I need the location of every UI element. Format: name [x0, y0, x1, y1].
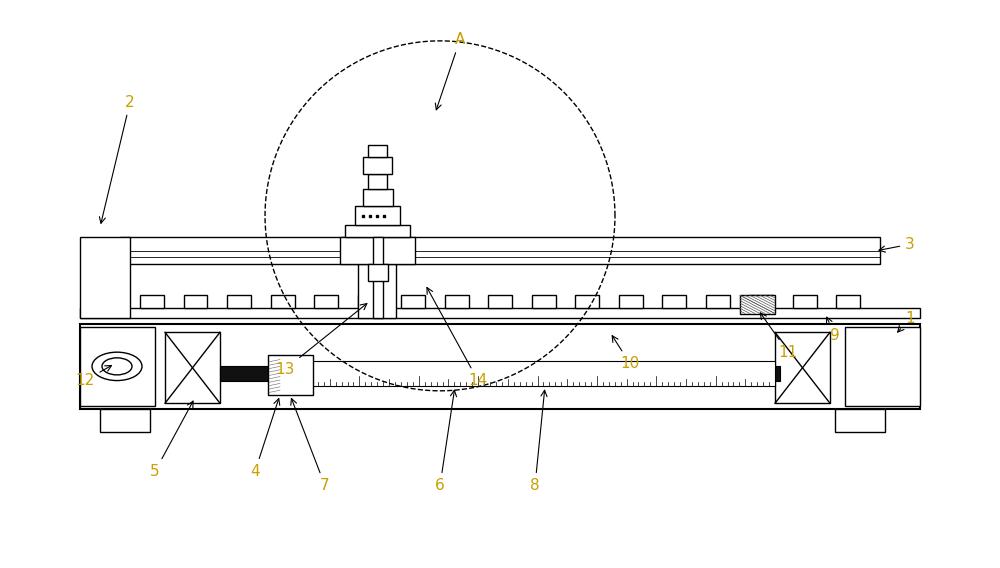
Bar [749, 295, 773, 308]
Bar [836, 295, 860, 308]
Bar [120, 237, 880, 264]
Bar [662, 295, 686, 308]
Bar [740, 295, 775, 314]
Bar [363, 157, 392, 174]
Text: 7: 7 [291, 399, 330, 493]
Bar [706, 295, 730, 308]
Bar [314, 295, 338, 308]
Bar [345, 225, 410, 237]
Text: 11: 11 [760, 313, 798, 360]
Bar [355, 206, 400, 225]
Bar [575, 295, 599, 308]
Bar [445, 295, 469, 308]
Text: 9: 9 [826, 317, 840, 343]
Bar [100, 409, 150, 432]
Text: 12: 12 [75, 365, 112, 388]
Bar [300, 361, 775, 386]
Text: 10: 10 [612, 336, 640, 371]
Bar [165, 332, 220, 403]
Text: 1: 1 [898, 311, 915, 332]
Bar [271, 295, 295, 308]
Bar [368, 264, 388, 281]
Text: 14: 14 [427, 287, 488, 388]
Bar [80, 327, 155, 406]
Bar [775, 332, 830, 403]
Bar [619, 295, 643, 308]
Bar [358, 295, 382, 308]
Text: 4: 4 [250, 399, 280, 479]
Text: 6: 6 [435, 390, 457, 493]
Bar [227, 295, 251, 308]
Bar [80, 308, 920, 318]
Bar [358, 264, 396, 318]
Text: 13: 13 [275, 303, 367, 377]
Bar [793, 295, 817, 308]
Bar [140, 295, 164, 308]
Bar [220, 366, 780, 381]
Circle shape [92, 352, 142, 381]
Text: 8: 8 [530, 390, 547, 493]
Bar [532, 295, 556, 308]
Bar [340, 237, 415, 264]
Bar [835, 409, 885, 432]
Text: 3: 3 [879, 237, 915, 252]
Bar [368, 145, 387, 157]
Text: 2: 2 [99, 95, 135, 223]
Bar [80, 324, 920, 409]
Bar [373, 237, 383, 318]
Bar [368, 174, 387, 189]
Bar [488, 295, 512, 308]
Circle shape [102, 358, 132, 375]
Bar [80, 237, 130, 318]
Text: A: A [435, 32, 465, 110]
Bar [184, 295, 207, 308]
Text: 5: 5 [150, 401, 193, 479]
Bar [401, 295, 425, 308]
Bar [268, 355, 313, 395]
Bar [363, 189, 393, 206]
Bar [845, 327, 920, 406]
